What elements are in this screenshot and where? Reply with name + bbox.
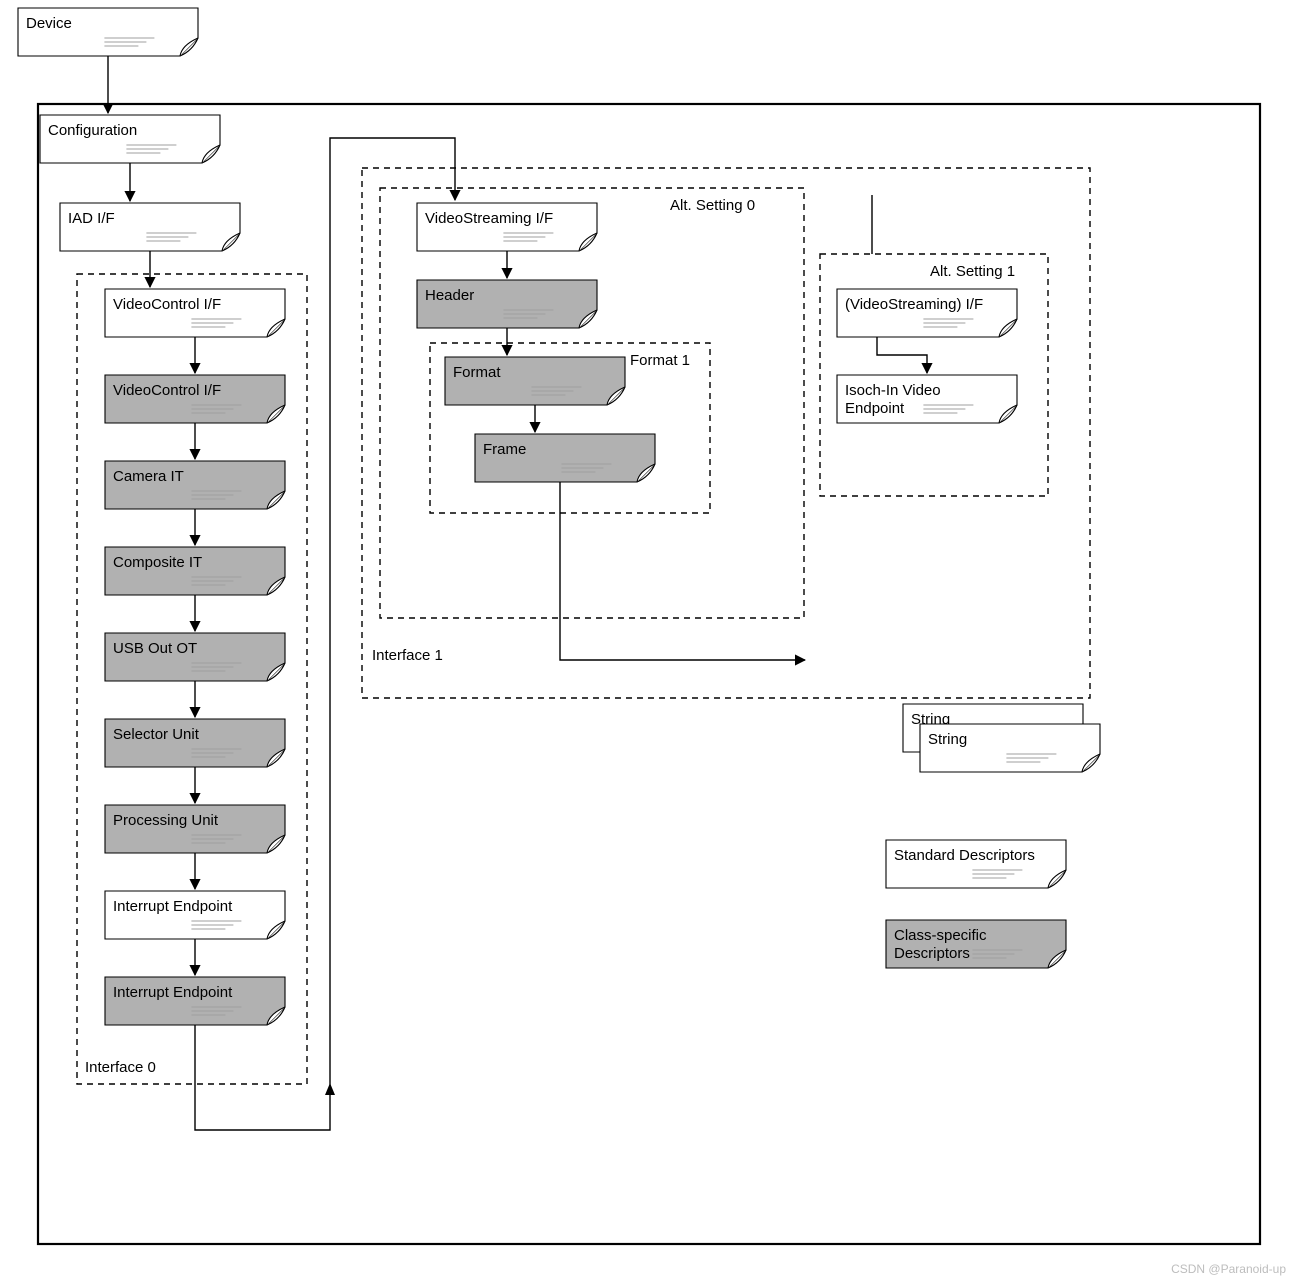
node-label-iad: IAD I/F	[68, 210, 115, 227]
node-label-intr_std: Interrupt Endpoint	[113, 898, 233, 915]
node-label-leg_cls: Class-specific	[894, 927, 987, 944]
group-label-alt1: Alt. Setting 1	[930, 263, 1015, 280]
node-label-header: Header	[425, 287, 474, 304]
node-label-vs: VideoStreaming I/F	[425, 210, 553, 227]
node-label2-isoch: Endpoint	[845, 400, 905, 417]
node-label-usb: USB Out OT	[113, 640, 197, 657]
node-label-vc_std: VideoControl I/F	[113, 296, 221, 313]
node-label-intr_cls: Interrupt Endpoint	[113, 984, 233, 1001]
group-label-if0: Interface 0	[85, 1059, 156, 1076]
node-label-vs2: (VideoStreaming) I/F	[845, 296, 983, 313]
node-label-vc_cls: VideoControl I/F	[113, 382, 221, 399]
watermark: CSDN @Paranoid-up	[1171, 1262, 1286, 1276]
edge-vs2-isoch	[877, 337, 927, 373]
node-label-format: Format	[453, 364, 501, 381]
node-label-cam: Camera IT	[113, 468, 184, 485]
edge-long-uphead	[325, 1083, 335, 1095]
group-label-alt0: Alt. Setting 0	[670, 197, 755, 214]
node-label-proc: Processing Unit	[113, 812, 219, 829]
node-label-comp: Composite IT	[113, 554, 202, 571]
group-label-if1: Interface 1	[372, 647, 443, 664]
node-label-device: Device	[26, 15, 72, 32]
edge-frame-to-if1	[560, 482, 805, 660]
node-label-config: Configuration	[48, 122, 137, 139]
node-label-string2: String	[928, 731, 967, 748]
node-label2-leg_cls: Descriptors	[894, 945, 970, 962]
group-label-fmt1: Format 1	[630, 352, 690, 369]
node-label-leg_std: Standard Descriptors	[894, 847, 1035, 864]
node-label-isoch: Isoch-In Video	[845, 382, 941, 399]
node-label-frame: Frame	[483, 441, 526, 458]
node-label-sel: Selector Unit	[113, 726, 200, 743]
